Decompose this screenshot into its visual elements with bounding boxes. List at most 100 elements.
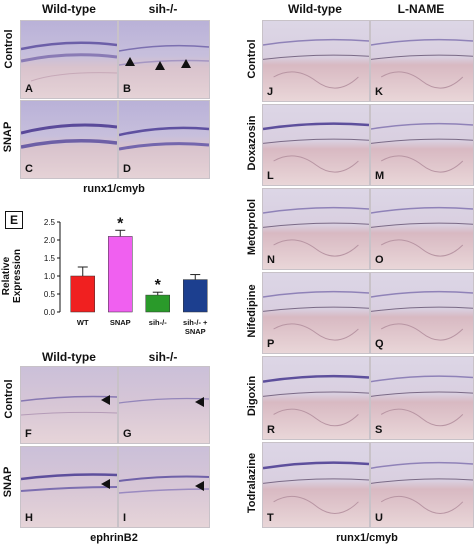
- row-label-control-top: Control: [3, 29, 15, 69]
- panel-letter: H: [25, 512, 33, 524]
- micrograph-panel: S: [370, 356, 474, 440]
- y-tick-label: 0.0: [44, 308, 56, 317]
- col-header-lname: L-NAME: [397, 2, 445, 16]
- embryo-image: [21, 367, 117, 443]
- micrograph-panel: L: [262, 104, 370, 186]
- embryo-image: [263, 21, 369, 101]
- embryo-image: [119, 101, 209, 178]
- micrograph-panel: R: [262, 356, 370, 440]
- micrograph-panel: Q: [370, 272, 474, 354]
- col-header-sih-top: sih-/-: [148, 2, 178, 16]
- micrograph-panel: H: [20, 446, 118, 528]
- arrowhead: [101, 395, 110, 405]
- panel-letter: Q: [375, 338, 384, 350]
- micrograph-panel: A: [20, 20, 118, 99]
- significance-star: *: [155, 277, 162, 294]
- panel-letter: P: [267, 338, 275, 350]
- y-tick-label: 1.0: [44, 272, 56, 281]
- bar: [145, 294, 170, 313]
- micrograph-panel: C: [20, 100, 118, 179]
- embryo-image: [263, 357, 369, 439]
- arrowhead: [155, 61, 165, 70]
- row-label-control-bottom: Control: [3, 379, 15, 419]
- micrograph-panel: N: [262, 188, 370, 270]
- row-label-snap-top: SNAP: [2, 121, 14, 153]
- embryo-image: [371, 357, 473, 439]
- panel-letter: A: [25, 83, 33, 95]
- col-header-wildtype-bottom: Wild-type: [42, 350, 96, 364]
- col-header-wildtype-right: Wild-type: [288, 2, 342, 16]
- micrograph-panel: F: [20, 366, 118, 444]
- panel-letter: C: [25, 163, 33, 175]
- row-label-right: Digoxin: [246, 375, 258, 417]
- panel-letter: O: [375, 254, 384, 266]
- arrowhead: [195, 397, 204, 407]
- caption-runx1-right: runx1/cmyb: [336, 532, 398, 544]
- panel-letter: N: [267, 254, 275, 266]
- embryo-image: [371, 443, 473, 527]
- x-category-label: sih-/-: [149, 318, 167, 327]
- micrograph-panel: G: [118, 366, 210, 444]
- caption-runx1-left: runx1/cmyb: [83, 183, 145, 195]
- micrograph-panel: B: [118, 20, 210, 99]
- panel-letter: F: [25, 428, 32, 440]
- embryo-image: [119, 367, 209, 443]
- embryo-image: [371, 273, 473, 353]
- panel-letter: T: [267, 512, 274, 524]
- panel-letter: D: [123, 163, 131, 175]
- row-label-right: Metoprolol: [246, 198, 258, 256]
- x-category-label: SNAP: [185, 327, 206, 336]
- embryo-image: [21, 101, 117, 178]
- micrograph-panel: M: [370, 104, 474, 186]
- panel-letter: M: [375, 170, 385, 182]
- embryo-image: [371, 21, 473, 101]
- x-category-label: WT: [77, 318, 89, 327]
- significance-star: *: [117, 215, 124, 232]
- micrograph-panel: J: [262, 20, 370, 102]
- caption-ephrinb2: ephrinB2: [90, 532, 138, 544]
- x-category-label: SNAP: [110, 318, 131, 327]
- bar: [108, 236, 133, 313]
- row-label-right: Nifedipine: [246, 284, 258, 338]
- row-label-snap-bottom: SNAP: [2, 466, 14, 498]
- panel-letter: I: [123, 512, 127, 524]
- col-header-wildtype-top: Wild-type: [42, 2, 96, 16]
- embryo-image: [21, 21, 117, 98]
- panel-letter: L: [267, 170, 274, 182]
- panel-letter: K: [375, 86, 383, 98]
- chart-y-axis-label: Relative Expression: [1, 249, 23, 303]
- micrograph-panel: P: [262, 272, 370, 354]
- y-tick-label: 0.5: [44, 290, 56, 299]
- embryo-image: [371, 105, 473, 185]
- embryo-image: [119, 447, 209, 527]
- y-tick-label: 1.5: [44, 254, 56, 263]
- panel-letter: S: [375, 424, 383, 436]
- arrowhead: [195, 481, 204, 491]
- arrowhead: [101, 479, 110, 489]
- y-tick-label: 2.5: [44, 218, 56, 227]
- bar: [70, 275, 95, 313]
- micrograph-panel: O: [370, 188, 474, 270]
- panel-letter: R: [267, 424, 275, 436]
- embryo-image: [263, 443, 369, 527]
- col-header-sih-bottom: sih-/-: [148, 350, 178, 364]
- embryo-image: [263, 105, 369, 185]
- bar: [183, 279, 208, 313]
- panel-letter: B: [123, 83, 131, 95]
- x-category-label: sih-/- +: [183, 318, 208, 327]
- micrograph-panel: D: [118, 100, 210, 179]
- row-label-right: Control: [246, 39, 258, 79]
- micrograph-panel: U: [370, 442, 474, 528]
- panel-letter: G: [123, 428, 132, 440]
- row-label-right: Todralazine: [246, 452, 258, 514]
- micrograph-panel: T: [262, 442, 370, 528]
- embryo-image: [263, 189, 369, 269]
- panel-letter: U: [375, 512, 383, 524]
- micrograph-panel: K: [370, 20, 474, 102]
- row-label-right: Doxazosin: [246, 115, 258, 171]
- panel-label-e: E: [5, 211, 23, 229]
- micrograph-panel: I: [118, 446, 210, 528]
- panel-letter: J: [267, 86, 274, 98]
- embryo-image: [371, 189, 473, 269]
- embryo-image: [263, 273, 369, 353]
